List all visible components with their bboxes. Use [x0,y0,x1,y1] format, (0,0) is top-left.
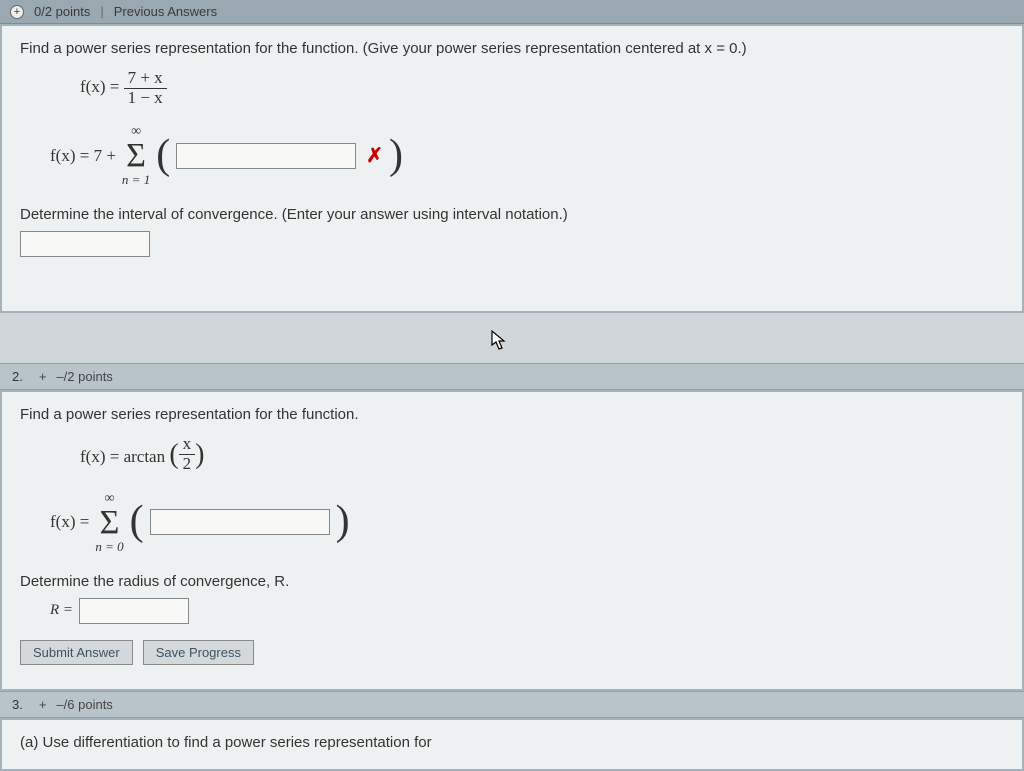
q2-series-answer: f(x) = ∞ Σ n = 0 ( ) [50,492,1004,553]
expand-icon[interactable]: + [10,5,24,19]
q1-interval-input[interactable] [20,231,150,257]
points-label: –/2 points [56,369,112,384]
q2-prompt: Find a power series representation for t… [20,406,1004,423]
q1-interval-prompt: Determine the interval of convergence. (… [20,206,1004,223]
q1-body: Find a power series representation for t… [0,24,1024,313]
previous-answers-link[interactable]: Previous Answers [114,4,217,19]
cursor-icon [490,329,508,357]
q2-body: Find a power series representation for t… [0,390,1024,690]
q2-radius-prompt: Determine the radius of convergence, R. [20,573,1004,590]
spacer [0,313,1024,363]
save-progress-button[interactable]: Save Progress [143,640,254,665]
points-label: –/6 points [56,697,112,712]
q1-series-answer: f(x) = 7 + ∞ Σ n = 1 ( ✗ ) [50,125,1004,186]
q3-body: (a) Use differentiation to find a power … [0,718,1024,771]
submit-button[interactable]: Submit Answer [20,640,133,665]
q3-header: 3. + –/6 points [0,691,1024,718]
expand-icon[interactable]: + [39,369,47,384]
q1-series-input[interactable] [176,143,356,169]
q1-formula: f(x) = 7 + x 1 − x [80,69,1004,107]
q3-part-a: (a) Use differentiation to find a power … [20,734,1004,751]
q2-series-input[interactable] [150,509,330,535]
q2-radius-input[interactable] [79,598,189,624]
expand-icon[interactable]: + [39,697,47,712]
points-label: 0/2 points [34,4,90,19]
fraction: x 2 [179,435,196,473]
sigma-icon: ∞ Σ n = 0 [95,492,123,553]
separator: | [100,4,103,19]
q3-number: 3. [12,697,23,712]
q1-header: + 0/2 points | Previous Answers [0,0,1024,24]
wrong-icon: ✗ [366,143,383,168]
q2-formula: f(x) = arctan ( x 2 ) [80,435,1004,473]
button-row: Submit Answer Save Progress [20,640,1004,665]
fraction: 7 + x 1 − x [124,69,167,107]
q2-number: 2. [12,369,23,384]
q1-prompt: Find a power series representation for t… [20,40,1004,57]
q2-header: 2. + –/2 points [0,363,1024,390]
sigma-icon: ∞ Σ n = 1 [122,125,150,186]
